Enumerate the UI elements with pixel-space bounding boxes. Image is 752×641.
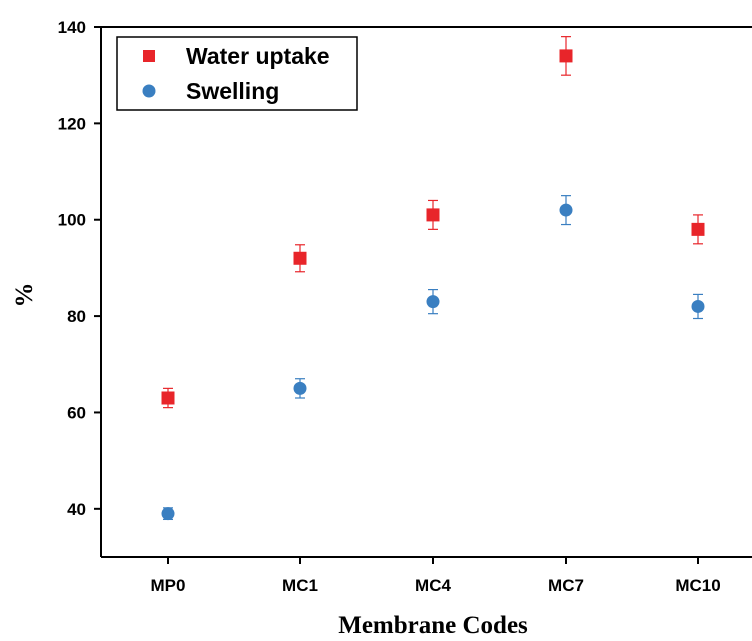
x-tick-label-mc4: MC4 — [415, 576, 451, 595]
series-swelling — [161, 195, 705, 521]
legend-label-water-uptake: Water uptake — [186, 43, 330, 69]
legend-box — [116, 36, 358, 111]
legend-marker-water-uptake — [143, 50, 155, 62]
data-marks — [161, 36, 705, 521]
y-tick-label: 80 — [67, 307, 86, 326]
legend-label-swelling: Swelling — [186, 78, 279, 104]
data-point-swelling — [691, 299, 705, 313]
data-point-water-uptake — [426, 208, 440, 222]
data-point-water-uptake — [293, 251, 307, 265]
x-ticks: MP0 MC1 MC4 MC7 MC10 — [151, 557, 721, 595]
y-tick-label: 60 — [67, 403, 86, 422]
x-tick-label-mc7: MC7 — [548, 576, 584, 595]
axes — [100, 26, 752, 558]
legend: Water uptake Swelling — [116, 36, 358, 111]
data-point-swelling — [161, 507, 175, 521]
y-tick-label: 120 — [58, 114, 86, 133]
data-point-water-uptake — [691, 222, 705, 236]
y-ticks: 40 60 80 100 120 140 — [58, 18, 101, 519]
data-point-water-uptake — [161, 391, 175, 405]
y-tick-label: 100 — [58, 211, 86, 230]
data-point-swelling — [426, 295, 440, 309]
data-point-swelling — [559, 203, 573, 217]
series-water-uptake — [161, 36, 705, 409]
x-tick-label-mp0: MP0 — [151, 576, 186, 595]
x-tick-label-mc1: MC1 — [282, 576, 318, 595]
x-tick-label-mc10: MC10 — [675, 576, 720, 595]
data-point-water-uptake — [559, 49, 573, 63]
x-axis-title: Membrane Codes — [338, 612, 528, 639]
legend-marker-swelling — [142, 84, 156, 98]
y-axis-title: % — [11, 283, 38, 308]
y-tick-label: 40 — [67, 500, 86, 519]
data-point-swelling — [293, 381, 307, 395]
y-tick-label: 140 — [58, 18, 86, 37]
